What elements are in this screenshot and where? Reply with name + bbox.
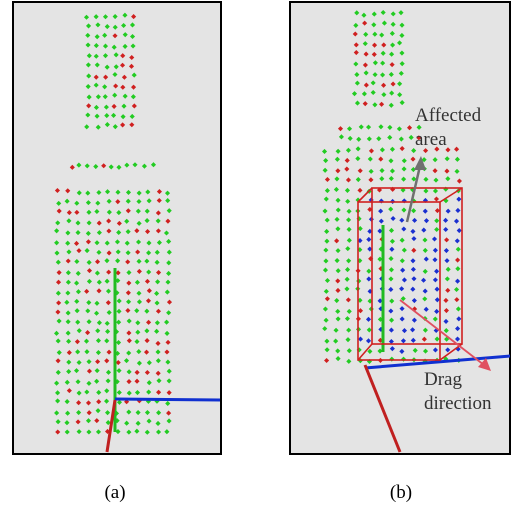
panel-label: (b) xyxy=(371,482,431,504)
figure: (a) (b) Affected area Drag direction xyxy=(0,0,513,518)
annotation: Affected area xyxy=(415,104,505,152)
panel-label: (a) xyxy=(85,482,145,504)
panel-a-frame xyxy=(13,2,221,454)
annotation: Drag direction xyxy=(424,368,494,416)
figure-canvas xyxy=(0,0,513,518)
x-axis-gizmo xyxy=(115,399,220,400)
